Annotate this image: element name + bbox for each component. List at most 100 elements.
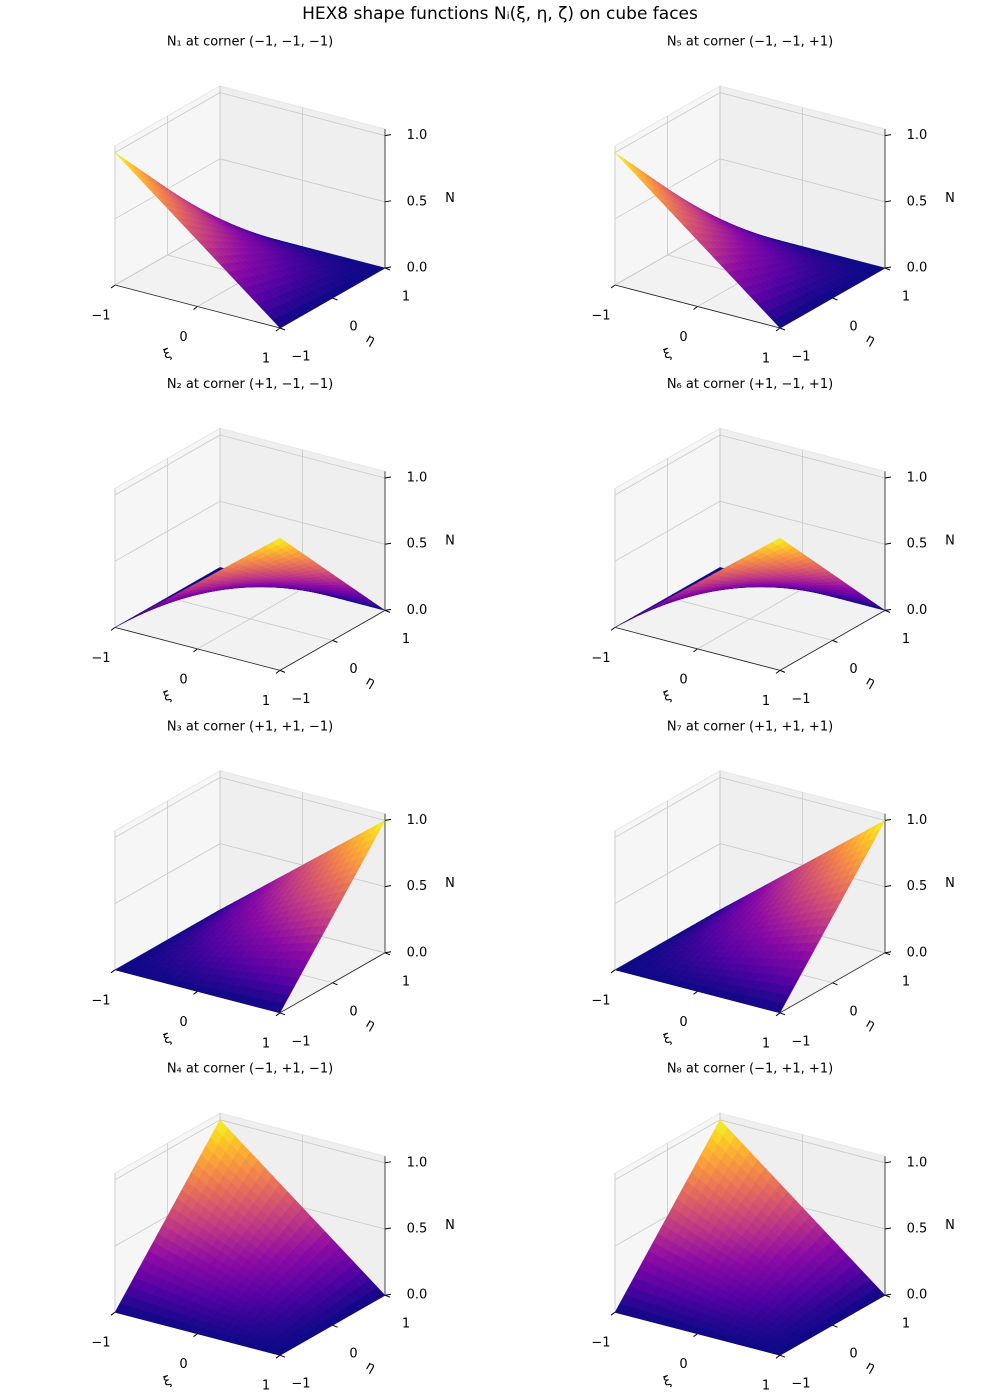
z-tick	[384, 200, 392, 203]
z-tick-label: 0.0	[407, 603, 428, 618]
z-tick-label: 0.5	[407, 537, 428, 552]
z-tick	[884, 885, 892, 888]
surface	[114, 1119, 386, 1356]
surface-patch	[772, 537, 786, 546]
z-tick	[384, 134, 392, 137]
z-axis-label: N	[445, 191, 455, 206]
subplot-title: N₁ at corner (−1, −1, −1)	[167, 35, 333, 50]
y-tick-label: 1	[402, 632, 410, 647]
x-tick-label: −1	[591, 651, 610, 666]
figure-title: HEX8 shape functions Nᵢ(ξ, η, ζ) on cube…	[302, 4, 698, 24]
z-tick	[884, 951, 892, 954]
y-tick-label: 1	[902, 632, 910, 647]
z-tick-label: 1.0	[907, 1155, 928, 1170]
grid-line	[219, 158, 386, 203]
z-tick	[384, 885, 392, 888]
grid-line	[219, 1119, 386, 1164]
surface-patch	[272, 1002, 286, 1014]
z-tick-label: 0.5	[907, 1222, 928, 1237]
x-axis-label: ξ	[662, 346, 674, 363]
x-tick-label: 0	[179, 330, 187, 345]
surface	[114, 819, 386, 1014]
x-tick-label: 1	[762, 1036, 770, 1051]
x-tick	[275, 327, 281, 332]
x-tick-label: 1	[262, 1379, 270, 1394]
surface	[114, 537, 386, 628]
x-tick	[110, 284, 116, 289]
y-tick-label: 0	[849, 320, 857, 335]
x-tick-label: 0	[179, 672, 187, 687]
x-tick	[775, 1012, 781, 1017]
x-tick	[610, 627, 616, 631]
subplot: N₃ at corner (+1, +1, −1) −1 0 1 −1 0 1 0.0 0.5 1…	[91, 719, 454, 1051]
y-tick	[279, 1012, 286, 1016]
y-axis-label: η	[363, 1016, 378, 1033]
surface-patch	[772, 1002, 786, 1014]
y-tick-label: 0	[349, 320, 357, 335]
z-tick-label: 0.5	[907, 879, 928, 894]
x-tick	[693, 648, 698, 653]
grid-line	[114, 1119, 221, 1181]
grid-line	[219, 500, 386, 545]
x-axis-label: ξ	[662, 689, 674, 706]
y-tick	[279, 669, 286, 673]
z-tick	[384, 266, 392, 269]
x-tick	[110, 969, 116, 974]
z-axis-label: N	[445, 876, 455, 891]
axis-line	[614, 284, 781, 329]
subplot: N₂ at corner (+1, −1, −1) −1 0 1 −1 0 1 0.0 0.5 1…	[91, 377, 454, 709]
y-tick-label: 1	[402, 290, 410, 305]
grid-line	[614, 500, 721, 562]
x-tick	[693, 306, 698, 310]
grid-line	[219, 92, 386, 137]
y-tick-label: 0	[849, 662, 857, 677]
z-tick	[884, 476, 892, 479]
z-tick	[384, 1161, 392, 1164]
z-tick	[884, 608, 892, 611]
z-tick	[384, 951, 392, 954]
y-axis-label: η	[863, 1359, 878, 1376]
x-tick-label: 1	[262, 694, 270, 709]
x-tick-label: 0	[179, 1015, 187, 1030]
surface	[114, 152, 386, 329]
y-tick	[779, 1354, 786, 1358]
z-tick-label: 1.0	[407, 1155, 428, 1170]
grid-line	[614, 434, 721, 496]
y-tick	[279, 1354, 286, 1358]
x-tick	[110, 1311, 116, 1316]
y-tick-label: 1	[402, 1317, 410, 1332]
subplot-title: N₃ at corner (+1, +1, −1)	[167, 719, 333, 734]
y-tick-label: 0	[349, 1347, 357, 1362]
y-tick-label: −1	[291, 350, 310, 365]
z-tick	[884, 1227, 892, 1230]
z-axis-label: N	[445, 533, 455, 548]
x-tick	[693, 1333, 698, 1338]
x-tick-label: −1	[591, 309, 610, 324]
x-tick-label: 1	[762, 352, 770, 367]
z-tick	[884, 542, 892, 545]
z-tick-label: 0.5	[407, 1222, 428, 1237]
z-tick-label: 1.0	[407, 128, 428, 143]
z-tick	[884, 200, 892, 203]
axis-line	[779, 952, 886, 1014]
subplot: N₁ at corner (−1, −1, −1) −1 0 1 −1 0 1 0.0 0.5 1…	[91, 35, 454, 367]
grid-line	[219, 777, 386, 821]
surface	[614, 1119, 886, 1356]
x-tick-label: 0	[679, 1357, 687, 1372]
surface	[614, 537, 886, 628]
z-tick-label: 0.5	[407, 879, 428, 894]
y-tick	[832, 1324, 838, 1328]
z-tick-label: 0.0	[407, 261, 428, 276]
z-tick	[384, 476, 392, 479]
grid-line	[667, 597, 833, 641]
y-tick-label: 1	[902, 290, 910, 305]
grid-line	[614, 1119, 721, 1181]
surface-patch	[272, 1350, 286, 1356]
axis-line	[114, 627, 281, 671]
surface-patch	[772, 317, 786, 329]
x-axis-label: ξ	[162, 346, 174, 363]
surface-patch	[772, 1350, 786, 1356]
z-tick	[384, 608, 392, 611]
x-tick-label: −1	[91, 993, 110, 1008]
y-tick-label: −1	[291, 1034, 310, 1049]
